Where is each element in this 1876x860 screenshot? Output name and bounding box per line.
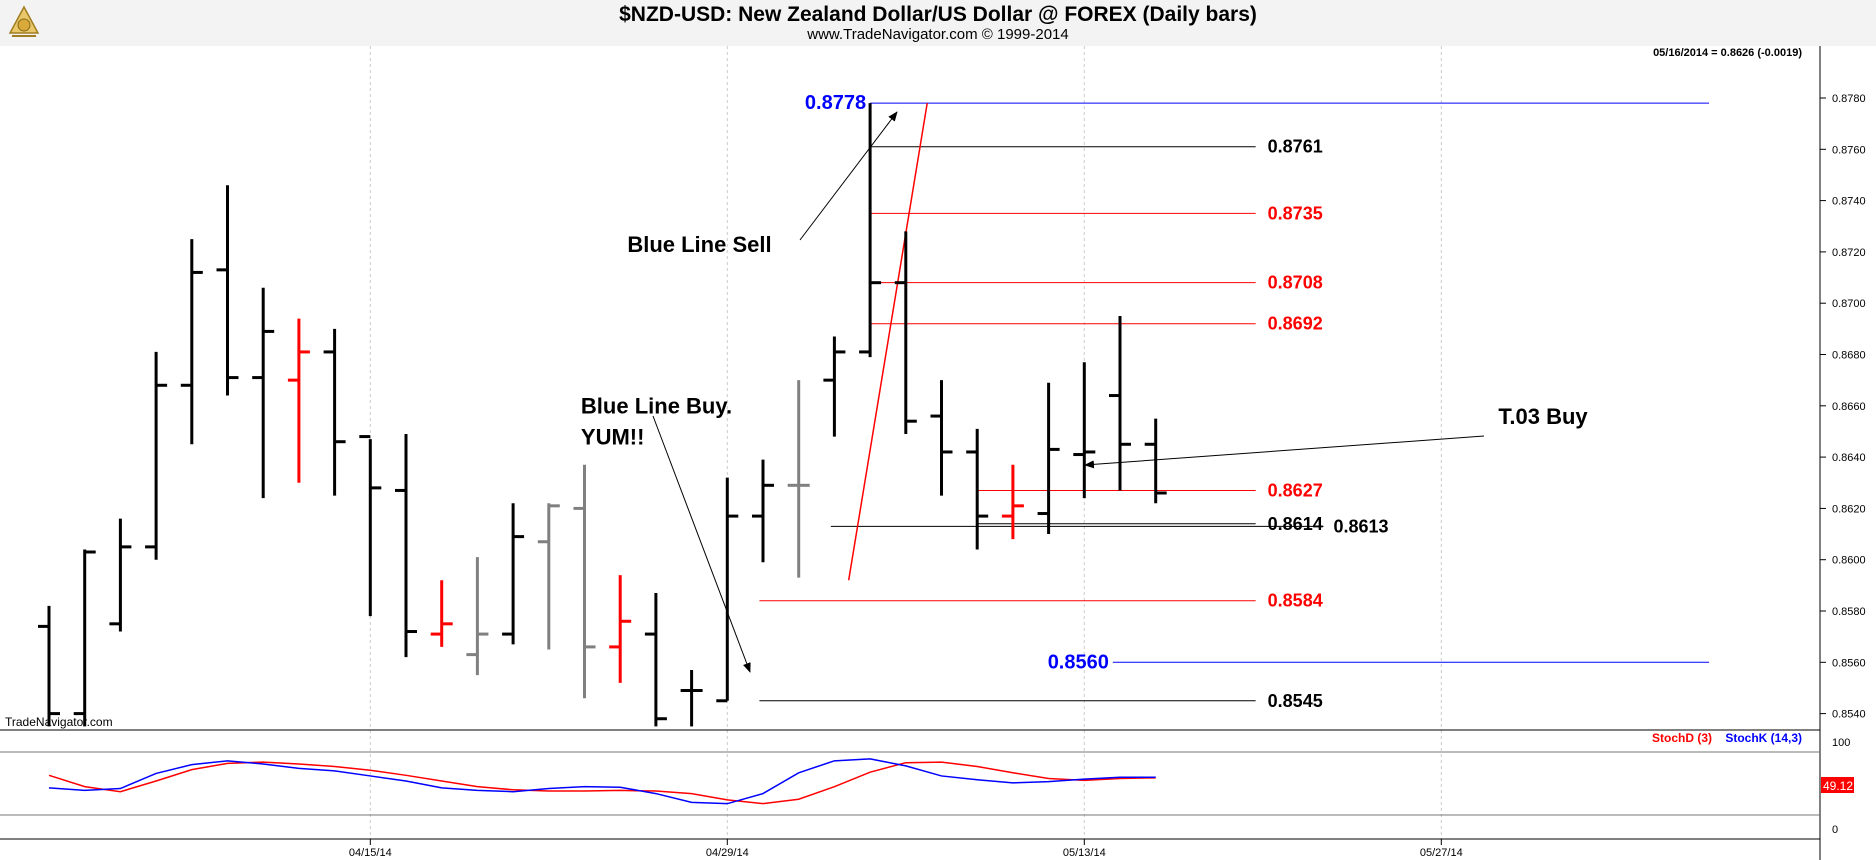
annotation-label: T.03 Buy — [1498, 404, 1588, 429]
price-bar — [1073, 362, 1096, 499]
chart-header: $NZD-USD: New Zealand Dollar/US Dollar @… — [0, 0, 1876, 46]
price-bar — [787, 380, 810, 578]
price-bar — [930, 380, 953, 496]
level-label: 0.8613 — [1333, 516, 1388, 536]
price-tick-label: 0.8620 — [1832, 503, 1866, 515]
price-tick-label: 0.8740 — [1832, 196, 1866, 208]
price-bar — [395, 434, 417, 658]
price-bar — [466, 557, 489, 676]
price-bar — [287, 318, 310, 483]
price-bar — [430, 580, 453, 647]
annotation-label: YUM!! — [581, 424, 645, 449]
price-bars — [38, 103, 1167, 727]
t03-buy-arrow — [1084, 435, 1485, 469]
level-label: 0.8627 — [1268, 480, 1323, 500]
trend-line — [847, 103, 928, 581]
legend-stochk: StochK (14,3) — [1725, 731, 1802, 745]
stochastic-lines — [48, 758, 1156, 805]
price-tick-label: 0.8720 — [1832, 247, 1866, 259]
date-tick-label: 05/27/14 — [1420, 847, 1463, 859]
annotation-arrows — [652, 111, 1485, 673]
price-bar — [502, 503, 525, 645]
sell-arrow — [799, 111, 898, 241]
price-bar — [1037, 382, 1060, 535]
level-label: 0.8778 — [805, 92, 866, 114]
price-tick-label: 0.8700 — [1832, 298, 1866, 310]
price-tick-label: 0.8580 — [1832, 606, 1866, 618]
price-bar — [716, 477, 739, 703]
price-bar — [1144, 418, 1167, 504]
buy-arrow — [652, 415, 751, 673]
annotation-label: Blue Line Buy. — [581, 393, 732, 418]
level-label: 0.8708 — [1268, 273, 1323, 293]
price-bar — [180, 239, 203, 445]
price-tick-label: 0.8640 — [1832, 452, 1866, 464]
price-bar — [966, 428, 989, 550]
price-bar — [323, 328, 346, 496]
price-bar — [537, 503, 560, 650]
price-bar — [609, 575, 632, 683]
date-tick-label: 04/15/14 — [349, 847, 392, 859]
level-label: 0.8692 — [1268, 314, 1323, 334]
price-bar — [573, 464, 596, 699]
price-bar — [359, 435, 382, 617]
stoch-series-line — [48, 761, 1156, 805]
level-label: 0.8761 — [1268, 137, 1323, 157]
price-bar — [1109, 316, 1131, 491]
price-bar — [38, 605, 60, 727]
stoch-last-value: 49.12 — [1823, 779, 1853, 793]
level-label: 0.8560 — [1048, 651, 1109, 673]
price-bar — [859, 103, 882, 358]
price-tick-label: 0.8540 — [1832, 709, 1866, 721]
level-label: 0.8735 — [1268, 203, 1323, 223]
legend-stochd: StochD (3) — [1652, 731, 1712, 745]
stoch-value-badge — [1821, 777, 1854, 793]
price-tick-label: 0.8780 — [1832, 93, 1866, 105]
stoch-tick-label: 0 — [1832, 824, 1838, 836]
price-bar — [680, 669, 703, 727]
price-bar — [216, 185, 239, 396]
chart-title: $NZD-USD: New Zealand Dollar/US Dollar @… — [619, 3, 1257, 26]
annotation-label: Blue Line Sell — [627, 232, 771, 257]
price-bar — [752, 459, 774, 563]
levels: 0.8778 0.8761 0.8735 0.8708 0.8692 0.8627 0.86… — [759, 92, 1710, 711]
level-label: 0.8614 — [1268, 514, 1323, 534]
level-label: 0.8545 — [1268, 691, 1323, 711]
date-tick-label: 05/13/14 — [1063, 847, 1106, 859]
price-tick-label: 0.8680 — [1832, 350, 1866, 362]
price-bar — [252, 287, 275, 499]
price-tick-label: 0.8660 — [1832, 401, 1866, 413]
trade-navigator-logo-icon — [6, 3, 42, 44]
price-bar — [73, 549, 96, 727]
stoch-tick-label: 100 — [1832, 737, 1850, 749]
price-bar — [644, 593, 667, 727]
price-bar — [894, 231, 917, 435]
watermark: TradeNavigator.com — [5, 715, 113, 729]
price-bar — [109, 518, 132, 632]
annotations: Blue Line Sell Blue Line Buy. YUM!! T.03 Bu… — [581, 232, 1589, 449]
date-tick-label: 04/29/14 — [706, 847, 749, 859]
price-tick-label: 0.8760 — [1832, 144, 1866, 156]
last-quote: 05/16/2014 = 0.8626 (-0.0019) — [1653, 47, 1802, 59]
chart-subtitle: www.TradeNavigator.com © 1999-2014 — [807, 26, 1069, 43]
price-bar — [145, 351, 168, 560]
stoch-series-line — [48, 758, 1156, 805]
grid — [369, 46, 1442, 839]
price-bar — [1001, 464, 1024, 540]
price-tick-label: 0.8600 — [1832, 555, 1866, 567]
price-bar — [823, 336, 846, 437]
axes: 04/15/14 04/29/14 05/13/14 05/27/14 0.8540 0.… — [349, 93, 1866, 859]
level-label: 0.8584 — [1268, 591, 1323, 611]
price-tick-label: 0.8560 — [1832, 657, 1866, 669]
